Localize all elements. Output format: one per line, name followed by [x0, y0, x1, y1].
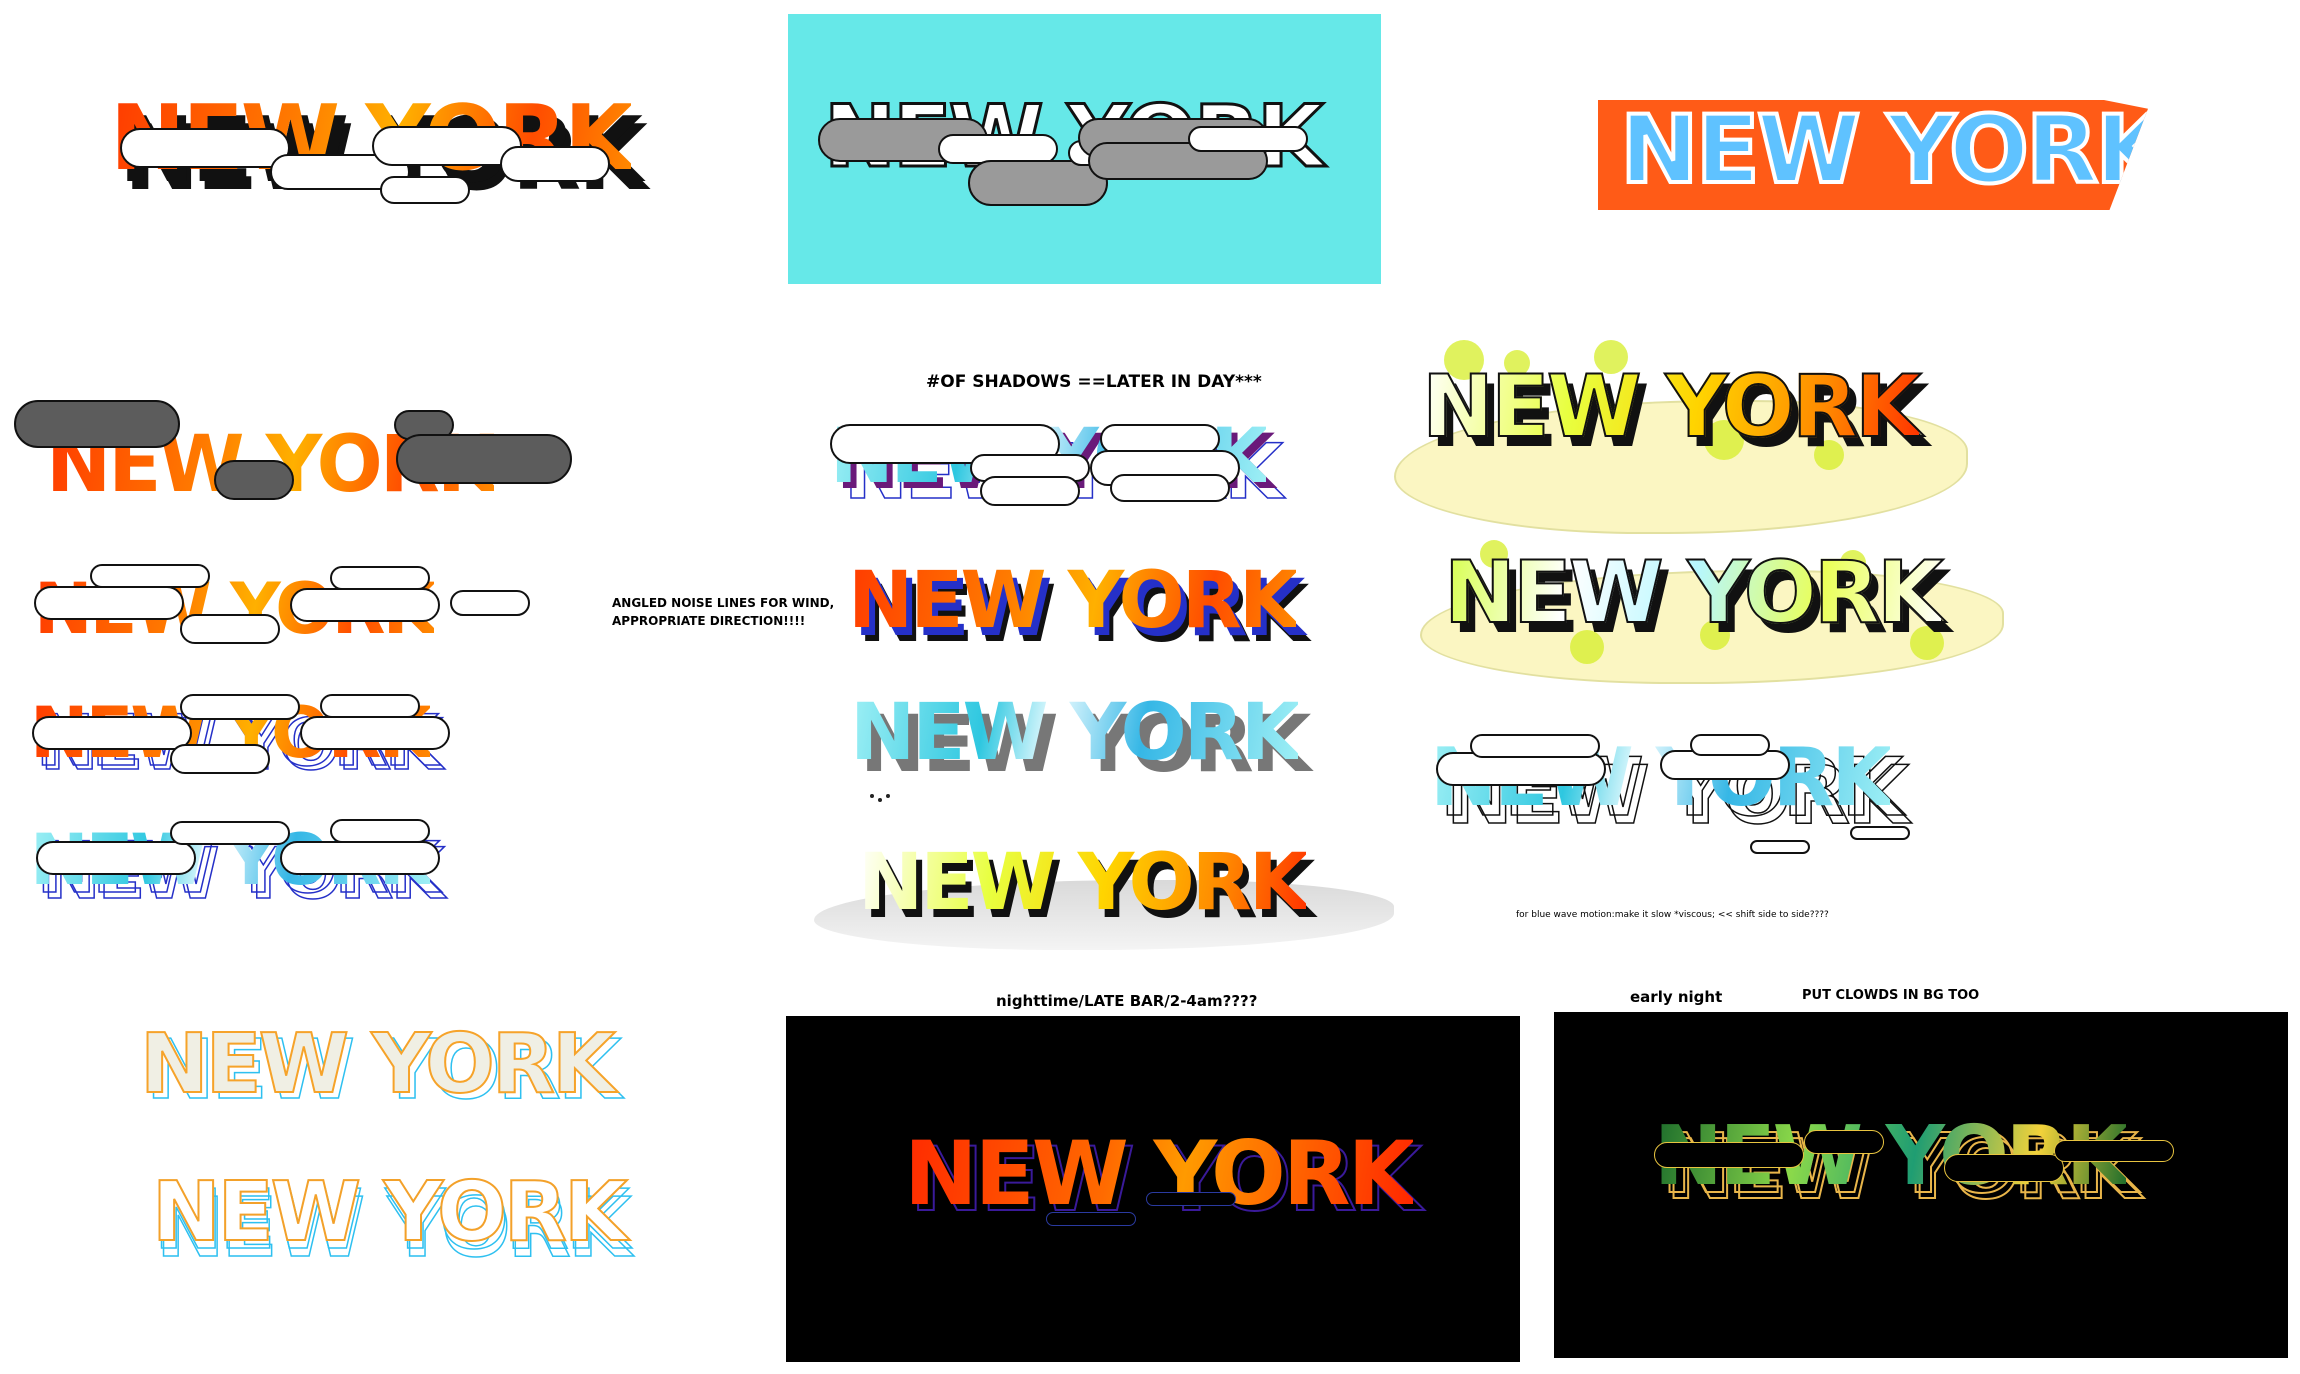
word-main: NEW YORK — [1421, 357, 1923, 457]
cloud-shape — [32, 716, 192, 750]
cloud-shape — [14, 400, 180, 448]
cloud-shape — [1944, 1154, 2064, 1182]
word-shadow: NEW YORK — [909, 1135, 1423, 1225]
light-blob — [1594, 340, 1628, 374]
cloud-shape — [290, 588, 440, 622]
cloud-shape — [330, 819, 430, 843]
variant-blue-lines-clouds: NEW YORK NEW YORK NEW YORK — [30, 690, 550, 790]
cloud-shape — [180, 614, 280, 644]
cloud-shape — [1046, 1212, 1136, 1226]
word-main: NEW YORK — [850, 688, 1301, 778]
word-main: NEW YORK — [151, 1165, 628, 1260]
word-shadow: NEW YORK — [145, 1023, 622, 1118]
note-shadows: #OF SHADOWS ==LATER IN DAY*** — [926, 372, 1262, 392]
cloud-shape — [1850, 826, 1910, 840]
cloud-shape — [280, 841, 440, 875]
light-blob — [1480, 540, 1508, 568]
light-blob — [1840, 550, 1866, 576]
word-shadow: NEW YORK — [1430, 374, 1930, 460]
noise-dot — [870, 794, 874, 798]
cloud-shape — [1146, 1192, 1236, 1206]
light-blob — [1814, 440, 1844, 470]
variant-cyan-wave: NEW YORK NEW YORK — [850, 688, 1370, 802]
cloud-shape — [180, 694, 300, 720]
word-main: NEW YORK — [858, 838, 1309, 928]
cloud-shape — [170, 821, 290, 845]
note-early-night: early night — [1630, 988, 1723, 1006]
cloud-shape — [330, 566, 430, 590]
cloud-shape — [1690, 734, 1770, 756]
variant-cyan-stripes: NEW YORK NEW YORK NEW YORK — [1430, 730, 1990, 860]
word-shadow: NEW YORK — [1452, 560, 1952, 646]
cloud-shape — [450, 590, 530, 616]
cloud-shape — [1470, 734, 1600, 758]
cloud-shape — [968, 160, 1108, 206]
variant-lime-blobs: NEW YORK NEW YORK — [1410, 530, 2010, 690]
cloud-shape — [1804, 1130, 1884, 1154]
highlight-band — [1394, 400, 1968, 534]
word-main: NEW YORK — [1618, 96, 2166, 205]
variant-fire-clouds: NEW YORK NEW YORK NEW YORK — [110, 90, 670, 220]
word-shadow: NEW YORK — [860, 706, 1311, 784]
light-blob — [1570, 630, 1604, 664]
noise-dot — [886, 794, 890, 798]
word-main: NEW YORK — [1443, 543, 1945, 643]
cloud-shape — [372, 126, 522, 166]
cloud-shape — [1110, 474, 1230, 502]
cloud-shape — [980, 476, 1080, 506]
note-noise-1: ANGLED NOISE LINES FOR WIND, — [612, 596, 835, 610]
cyan-panel: NEW YORK — [788, 14, 1381, 284]
cloud-shape — [170, 744, 270, 774]
cloud-shape — [320, 694, 420, 718]
night-panel: NEW YORK NEW YORK — [786, 1016, 1520, 1362]
note-noise-2: APPROPRIATE DIRECTION!!!! — [612, 614, 806, 628]
variant-fire-3d: NEW YORK NEW YORK NEW YORK — [848, 560, 1368, 660]
noise-dot — [878, 798, 882, 802]
cloud-shape — [500, 146, 610, 182]
light-blob — [1704, 420, 1744, 460]
cloud-shape — [396, 434, 572, 484]
light-blob — [1444, 340, 1484, 380]
cloud-shape — [214, 460, 294, 500]
variant-fire-white-clouds: NEW YORK — [30, 560, 550, 660]
cloud-shape — [2054, 1140, 2174, 1162]
cloud-shape — [34, 586, 184, 620]
word-shadow: NEW YORK — [858, 576, 1309, 654]
cloud-shape — [120, 128, 290, 168]
cloud-shape — [300, 716, 450, 750]
variant-shadows-clouds: NEW YORK NEW YORK NEW YORK — [830, 410, 1350, 520]
early-night-panel: NEW YORK NEW YORK NEW YORK — [1554, 1012, 2288, 1358]
cloud-shape — [1654, 1142, 1804, 1168]
cloud-shape — [380, 176, 470, 204]
word-main: NEW YORK — [848, 556, 1299, 646]
cloud-shape — [90, 564, 210, 588]
word-shadow: NEW YORK — [155, 1181, 632, 1276]
word-shadow: NEW YORK — [153, 1173, 630, 1268]
hill-band — [814, 880, 1394, 950]
variant-ghost-1: NEW YORK NEW YORK — [139, 1017, 660, 1124]
cloud-shape — [1188, 126, 1308, 152]
light-blob — [1910, 626, 1944, 660]
note-nighttime: nighttime/LATE BAR/2-4am???? — [996, 992, 1258, 1010]
light-blob — [1700, 620, 1730, 650]
variant-ghost-2: NEW YORK NEW YORK NEW YORK — [151, 1165, 672, 1276]
cloud-shape — [36, 841, 196, 875]
word-shadow: NEW YORK — [864, 852, 1315, 930]
word-main: NEW YORK — [139, 1017, 616, 1112]
variant-cyan-lines-clouds: NEW YORK NEW YORK NEW YORK — [30, 815, 550, 915]
variant-fire-dark-clouds: NEW YORK — [14, 400, 574, 510]
light-blob — [1504, 350, 1530, 376]
note-blue-wave: for blue wave motion:make it slow *visco… — [1516, 910, 1829, 920]
word-shadow: NEW YORK — [854, 570, 1305, 648]
cloud-shape — [1750, 840, 1810, 854]
variant-yellow-blobs: NEW YORK NEW YORK — [1394, 340, 2014, 540]
variant-yellow-hills: NEW YORK NEW YORK — [814, 840, 1394, 960]
variant-blue-orange: NEW YORK — [1598, 100, 2148, 210]
note-clouds: PUT CLOWDS IN BG TOO — [1802, 988, 1980, 1003]
